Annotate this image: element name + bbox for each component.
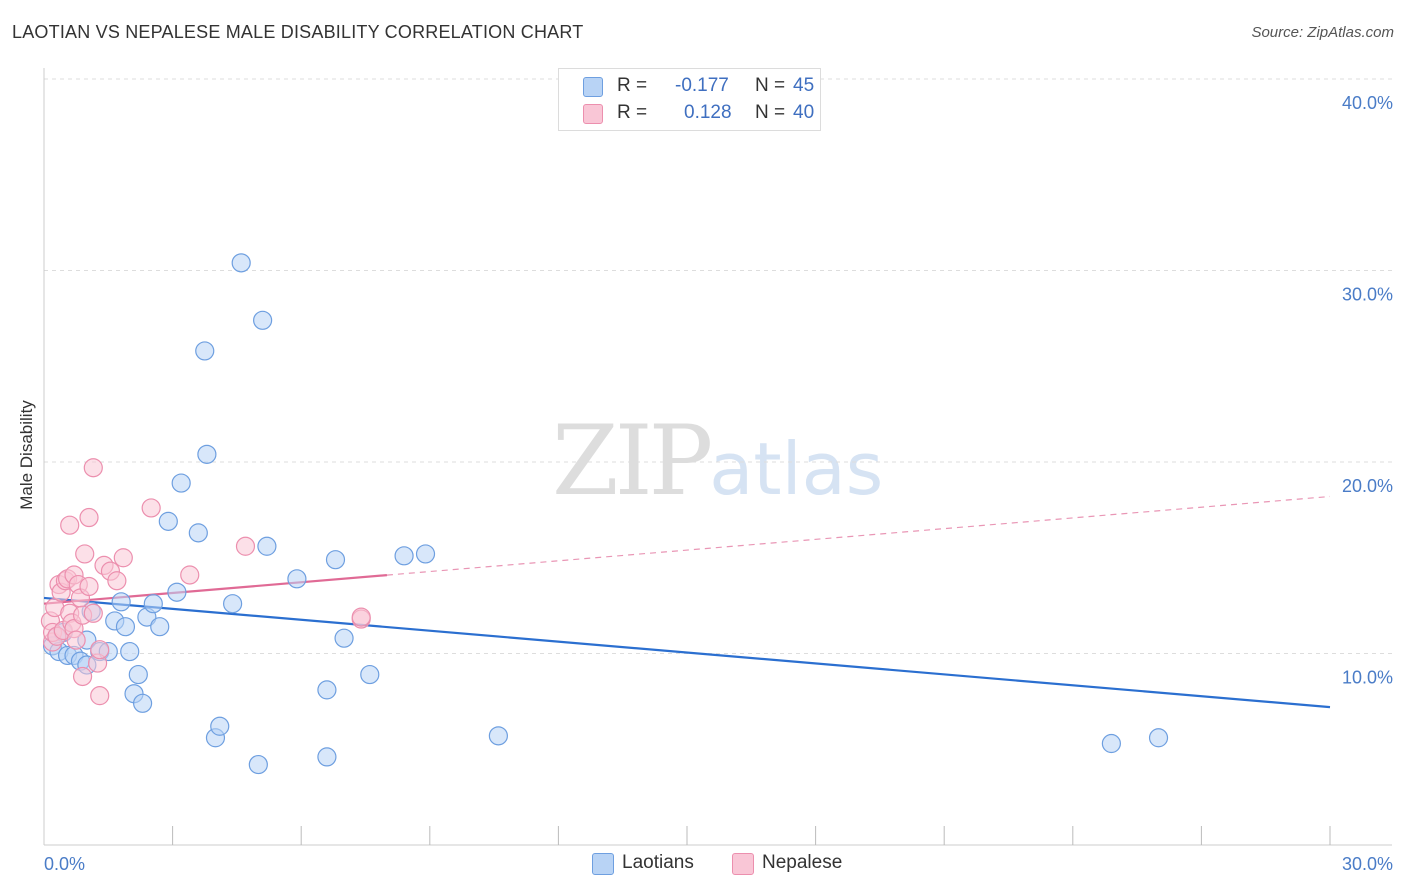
nepalese-point: [107, 571, 127, 591]
laotians-point: [188, 523, 208, 543]
laotians-swatch: [592, 853, 614, 875]
watermark-atlas: atlas: [709, 427, 884, 511]
laotians-point: [210, 716, 230, 736]
laotians-point: [287, 569, 307, 589]
laotians-point: [143, 594, 163, 614]
nepalese-swatch: [732, 853, 754, 875]
laotians-point: [167, 582, 187, 602]
nepalese-point: [351, 607, 371, 627]
nepalese-point: [83, 458, 103, 478]
trend-layer: [43, 495, 1331, 709]
legend-r-value: -0.177: [675, 75, 729, 96]
x-tick-label-max: 30.0%: [1342, 854, 1393, 874]
legend-n-label: N =: [755, 75, 786, 96]
x-tick-label-min: 0.0%: [44, 854, 85, 874]
laotians-point: [158, 511, 178, 531]
legend-r-label: R =: [617, 75, 648, 96]
laotians-point: [128, 664, 148, 685]
nepalese-point: [60, 515, 80, 535]
laotians-point: [317, 747, 337, 767]
correlation-legend: R = -0.177 N = 45 R = 0.128 N = 40: [558, 68, 821, 131]
nepalese-point: [66, 630, 86, 650]
y-tick-label: 20.0%: [1342, 476, 1393, 496]
laotians-point: [248, 754, 268, 775]
nepalese-point: [141, 498, 161, 518]
nepalese-point: [90, 640, 110, 660]
legend-swatch-blue: [583, 77, 603, 97]
laotians-point: [317, 680, 337, 700]
nepalese-point: [79, 576, 99, 597]
nepalese-trend-line: [43, 574, 388, 605]
points-layer: [40, 253, 1169, 775]
legend-n-label: N =: [755, 102, 786, 123]
nepalese-point: [235, 536, 256, 556]
legend-n-value: 45: [793, 75, 815, 96]
laotians-trend-line: [43, 596, 1331, 709]
nepalese-point: [90, 686, 110, 706]
laotians-point: [115, 617, 136, 637]
nepalese-point: [79, 507, 99, 528]
chart-title: LAOTIAN VS NEPALESE MALE DISABILITY CORR…: [12, 22, 584, 42]
laotians-point: [253, 310, 273, 330]
y-tick-label: 10.0%: [1342, 668, 1393, 688]
laotians-point: [111, 592, 131, 612]
nepalese-point: [72, 666, 93, 687]
nepalese-point: [83, 603, 103, 623]
legend-swatch-pink: [583, 104, 603, 124]
tick-label-layer: 10.0% 20.0% 30.0% 40.0% 0.0% 30.0%: [44, 93, 1393, 874]
nepalese-point: [180, 565, 200, 585]
laotians-point: [223, 594, 243, 614]
laotians-point: [257, 536, 277, 556]
watermark-zip: ZIP: [552, 405, 713, 517]
laotians-point: [488, 726, 508, 746]
laotians-point: [132, 693, 153, 713]
grid-layer: [44, 78, 1392, 654]
laotians-point: [394, 546, 414, 566]
laotians-point: [325, 550, 346, 570]
laotians-point: [195, 341, 215, 361]
nepalese-trend-extension: [386, 495, 1331, 576]
laotians-point: [415, 544, 436, 564]
laotians-point: [150, 617, 170, 637]
laotians-point: [197, 444, 217, 464]
legend-n-value: 40: [793, 102, 815, 123]
axis-layer: [43, 68, 1392, 846]
legend-r-value: 0.128: [684, 102, 732, 123]
laotians-label: Laotians: [622, 852, 694, 873]
nepalese-point: [113, 548, 133, 568]
legend-r-label: R =: [617, 102, 648, 123]
y-tick-label: 30.0%: [1342, 285, 1393, 305]
laotians-point: [1101, 733, 1121, 754]
watermark: ZIPatlas: [552, 405, 883, 517]
laotians-point: [120, 641, 140, 662]
nepalese-point: [75, 544, 95, 564]
laotians-point: [171, 473, 191, 493]
laotians-point: [231, 253, 251, 273]
chart-source: Source: ZipAtlas.com: [1251, 24, 1394, 41]
nepalese-label: Nepalese: [762, 852, 843, 873]
laotians-point: [334, 628, 354, 648]
y-tick-label: 40.0%: [1342, 93, 1393, 113]
y-axis-label: Male Disability: [17, 400, 36, 510]
laotians-point: [1148, 728, 1169, 748]
laotians-point: [360, 664, 380, 685]
